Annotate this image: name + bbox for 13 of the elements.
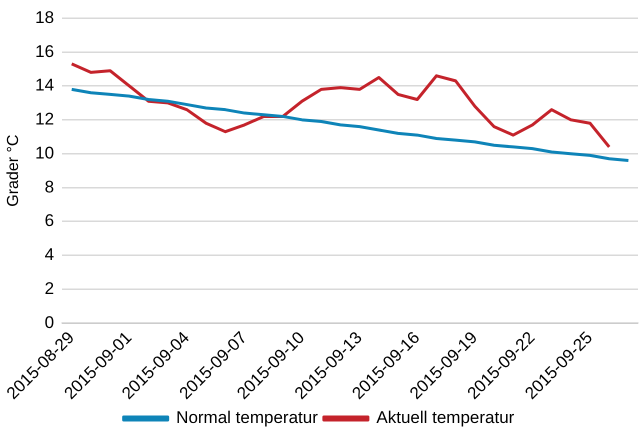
y-tick-label: 10 bbox=[35, 143, 54, 162]
legend-label: Aktuell temperatur bbox=[376, 408, 515, 428]
y-tick-label: 0 bbox=[44, 312, 54, 332]
y-tick-label: 6 bbox=[44, 211, 54, 230]
y-tick-label: 16 bbox=[35, 42, 54, 61]
y-axis-title: Grader °C bbox=[5, 134, 22, 207]
y-tick-label: 4 bbox=[44, 245, 54, 264]
y-tick-label: 18 bbox=[35, 8, 54, 27]
y-tick-label: 8 bbox=[44, 177, 54, 196]
y-tick-label: 14 bbox=[35, 76, 54, 95]
legend-label: Normal temperatur bbox=[176, 408, 318, 428]
y-tick-label: 2 bbox=[44, 278, 54, 298]
y-tick-label: 12 bbox=[35, 110, 54, 129]
